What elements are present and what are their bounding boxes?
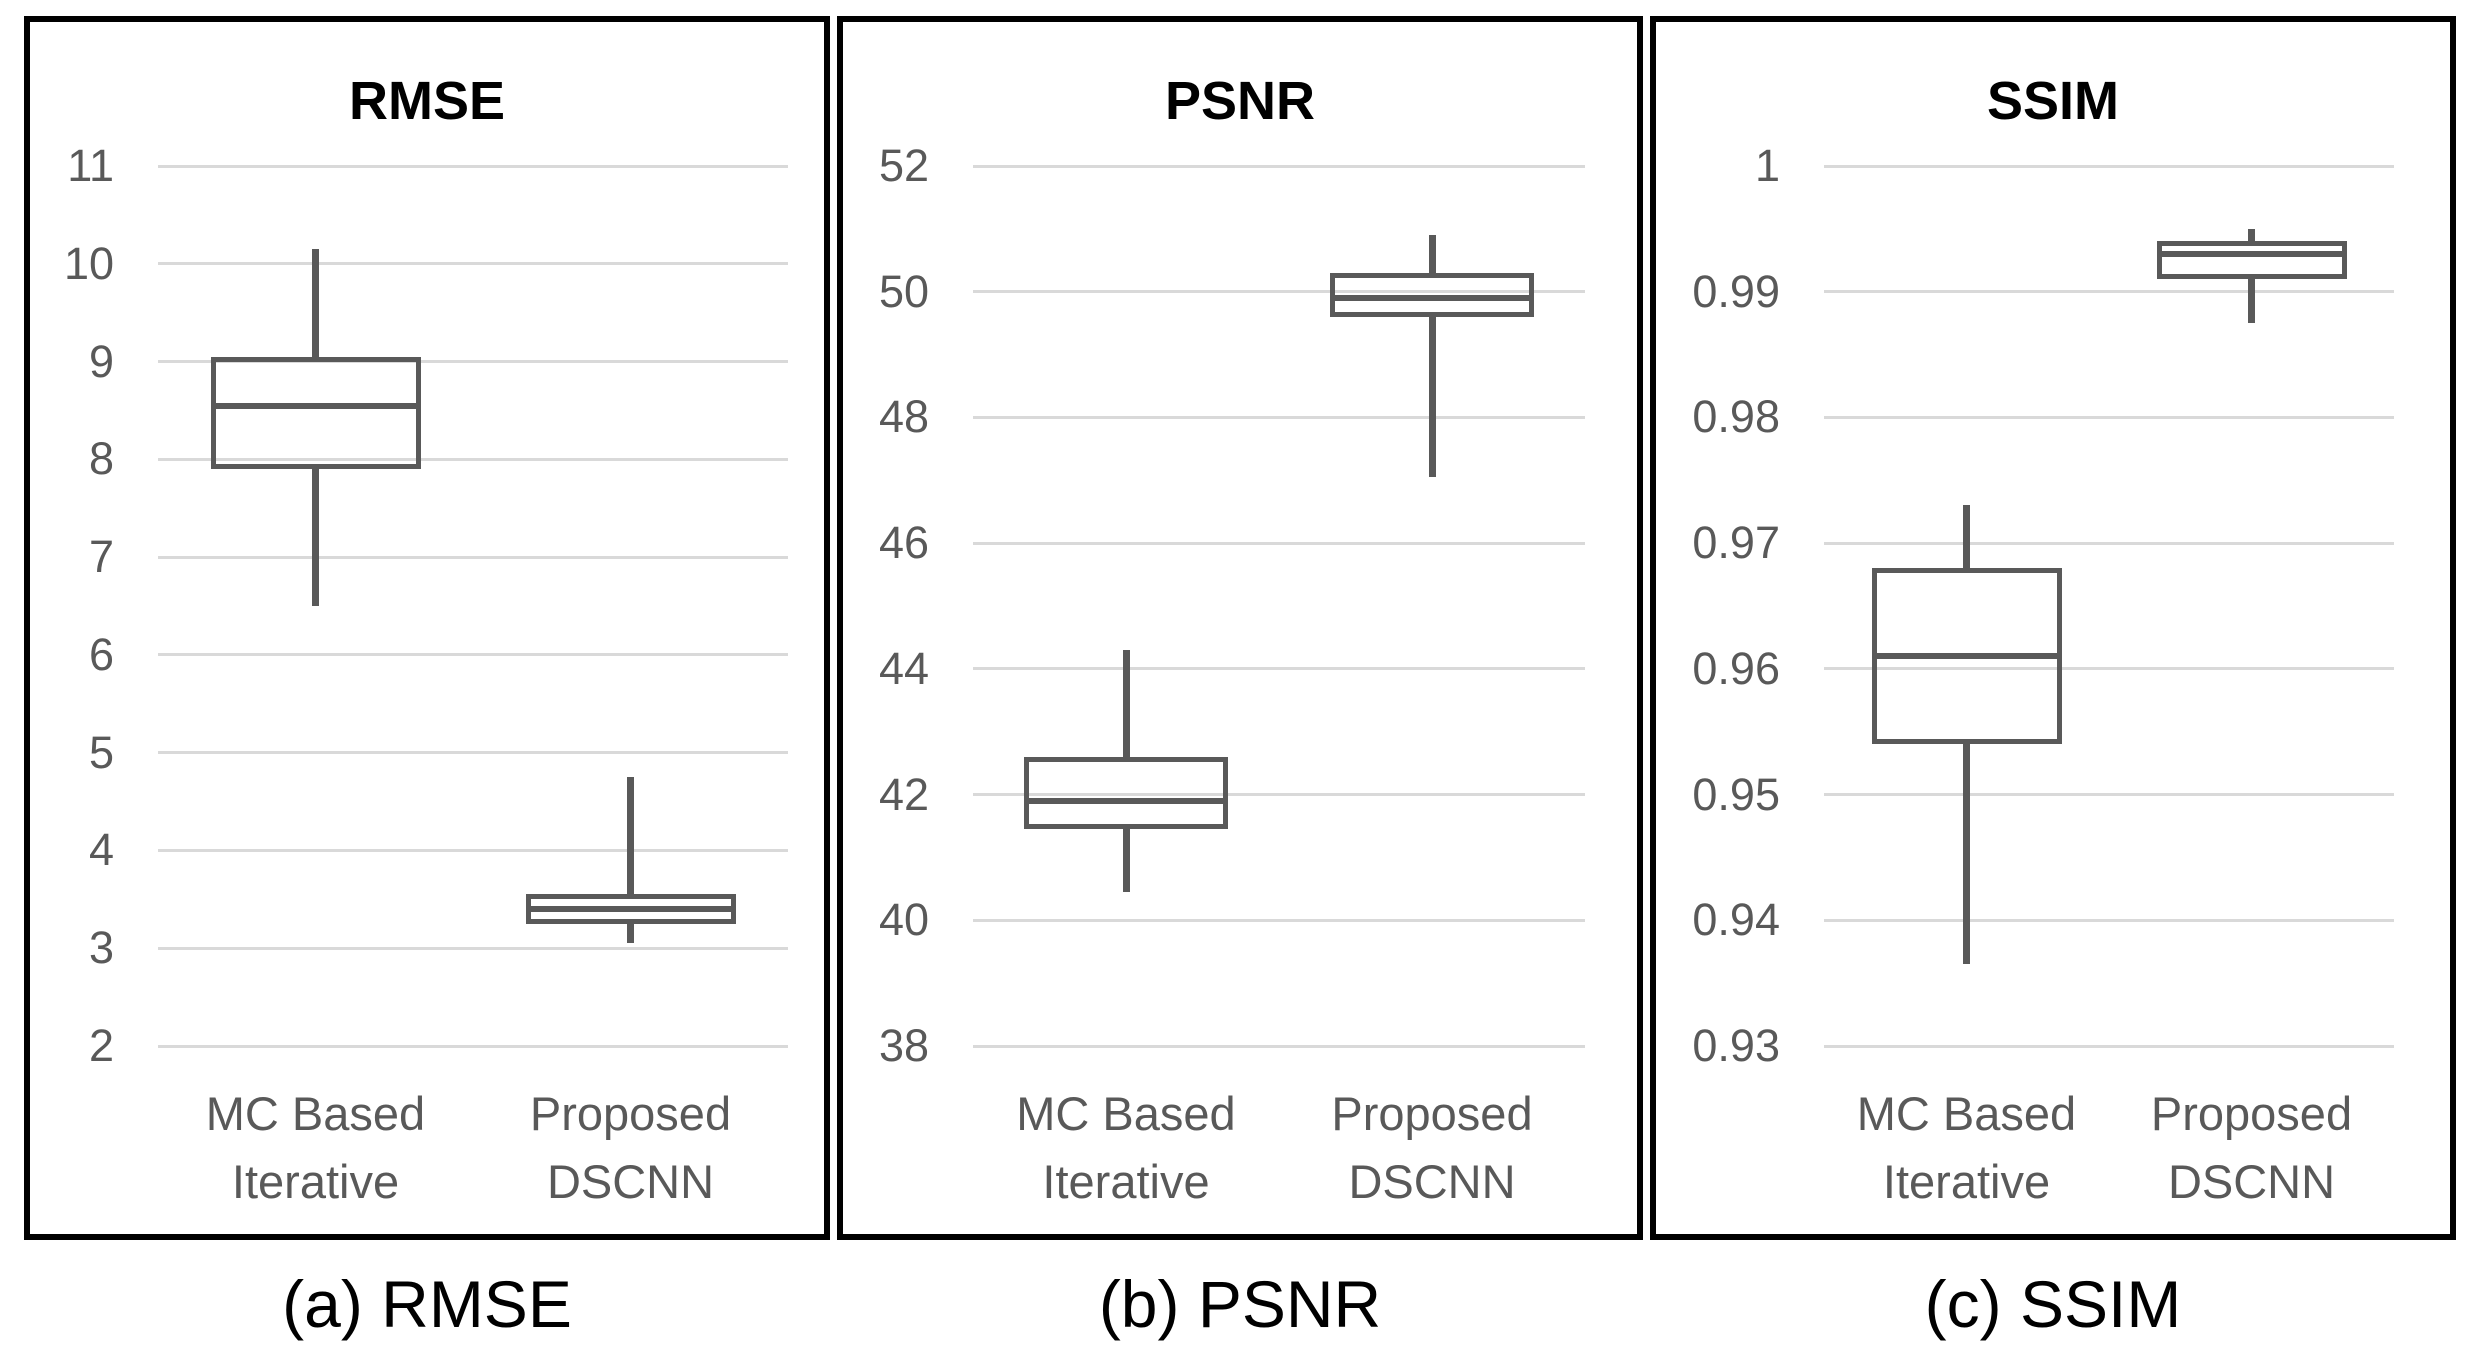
y-gridline [973, 793, 1585, 797]
y-gridline [973, 541, 1585, 545]
y-axis-tick-label: 2 [88, 1020, 114, 1071]
y-axis-tick-label: 6 [88, 628, 114, 680]
median-line [530, 906, 731, 913]
lower-whisker-line [627, 923, 634, 944]
upper-whisker-line [1428, 235, 1436, 273]
y-axis-tick-label: 7 [88, 531, 114, 583]
category-label: Proposed DSCNN [2150, 1087, 2353, 1208]
chart-title-rmse: RMSE [348, 71, 505, 131]
y-axis-tick-label: 40 [878, 894, 929, 946]
category-label: MC Based Iterative [205, 1087, 426, 1208]
y-axis-tick-label: 0.98 [1692, 391, 1780, 443]
y-axis-tick-label: 38 [878, 1020, 929, 1071]
y-gridline [158, 751, 788, 755]
upper-whisker-line [312, 249, 319, 357]
y-gridline [973, 918, 1585, 922]
y-axis-tick-label: 8 [88, 433, 114, 485]
y-gridline [1824, 164, 2394, 168]
y-axis-tick-label: 1 [1754, 140, 1780, 191]
y-axis-tick-label: 0.93 [1692, 1020, 1780, 1071]
y-axis-tick-label: 44 [878, 642, 929, 694]
lower-whisker-line [1963, 744, 1970, 965]
upper-whisker-line [1122, 650, 1130, 757]
y-gridline [158, 653, 788, 657]
y-axis-tick-label: 0.96 [1692, 642, 1780, 694]
y-axis-tick-label: 5 [88, 726, 114, 778]
y-gridline [973, 1044, 1585, 1048]
y-gridline [973, 164, 1585, 168]
y-gridline [158, 262, 788, 266]
y-gridline [1824, 1044, 2394, 1048]
y-axis-tick-label: 50 [878, 265, 929, 317]
y-gridline [158, 555, 788, 559]
iqr-box [1330, 272, 1534, 317]
panel-ssim: SSIM 1 0.99 0.98 0.97 0.96 0.95 0.94 0.93 MC Bas… [1650, 16, 2456, 1240]
lower-whisker-line [312, 469, 319, 606]
y-axis-tick-label: 0.95 [1692, 768, 1780, 820]
iqr-box [2156, 241, 2347, 280]
y-gridline [158, 848, 788, 852]
upper-whisker-line [627, 777, 634, 895]
lower-whisker-line [2248, 279, 2255, 324]
y-gridline [158, 1044, 788, 1048]
caption-rmse: (a) RMSE [282, 1267, 572, 1341]
panel-rmse: RMSE 11 10 9 8 7 6 5 4 3 2 MC Based Iterative Propo… [24, 16, 830, 1240]
y-gridline [973, 415, 1585, 419]
y-axis-tick-label: 3 [88, 922, 114, 974]
panel-psnr: PSNR 52 50 48 46 44 42 40 38 MC Based Iterative P… [837, 16, 1643, 1240]
lower-whisker-line [1428, 316, 1436, 478]
y-axis-tick-label: 9 [88, 335, 114, 387]
y-axis-tick-label: 10 [63, 237, 114, 289]
y-gridline [973, 290, 1585, 294]
category-label: Proposed DSCNN [1331, 1087, 1533, 1208]
iqr-box [1871, 568, 2062, 745]
median-line [1876, 653, 2057, 660]
y-axis-tick-label: 46 [878, 517, 929, 569]
y-gridline [1824, 918, 2394, 922]
y-axis-tick-label: 11 [67, 140, 114, 191]
category-label: MC Based Iterative [1016, 1087, 1236, 1208]
median-line [1029, 797, 1223, 804]
y-axis-tick-label: 52 [878, 140, 929, 191]
iqr-box [525, 894, 736, 924]
median-line [215, 402, 416, 409]
upper-whisker-line [2248, 228, 2255, 242]
lower-whisker-line [1122, 829, 1130, 892]
median-line [1335, 295, 1529, 301]
caption-ssim: (c) SSIM [1924, 1267, 2182, 1341]
y-axis-tick-label: 42 [878, 768, 929, 820]
y-gridline [1824, 793, 2394, 797]
y-axis-tick-label: 4 [88, 824, 114, 876]
y-gridline [158, 457, 788, 461]
y-gridline [158, 360, 788, 364]
y-axis-tick-label: 48 [878, 391, 929, 443]
y-gridline [1824, 541, 2394, 545]
chart-title-psnr: PSNR [1164, 71, 1316, 131]
y-axis-tick-label: 0.97 [1692, 517, 1780, 569]
median-line [2161, 251, 2342, 257]
y-gridline [1824, 667, 2394, 671]
y-gridline [1824, 290, 2394, 294]
y-axis-tick-label: 0.94 [1692, 894, 1780, 946]
chart-title-ssim: SSIM [1986, 71, 2120, 131]
upper-whisker-line [1963, 505, 1970, 569]
category-label: Proposed DSCNN [529, 1087, 732, 1208]
category-label: MC Based Iterative [1856, 1087, 2077, 1208]
caption-psnr: (b) PSNR [1098, 1267, 1382, 1341]
y-axis-tick-label: 0.99 [1692, 265, 1780, 317]
iqr-box [1024, 756, 1228, 830]
y-gridline [1824, 415, 2394, 419]
y-gridline [158, 164, 788, 168]
y-gridline [158, 946, 788, 950]
iqr-box [210, 356, 421, 470]
y-gridline [973, 667, 1585, 671]
